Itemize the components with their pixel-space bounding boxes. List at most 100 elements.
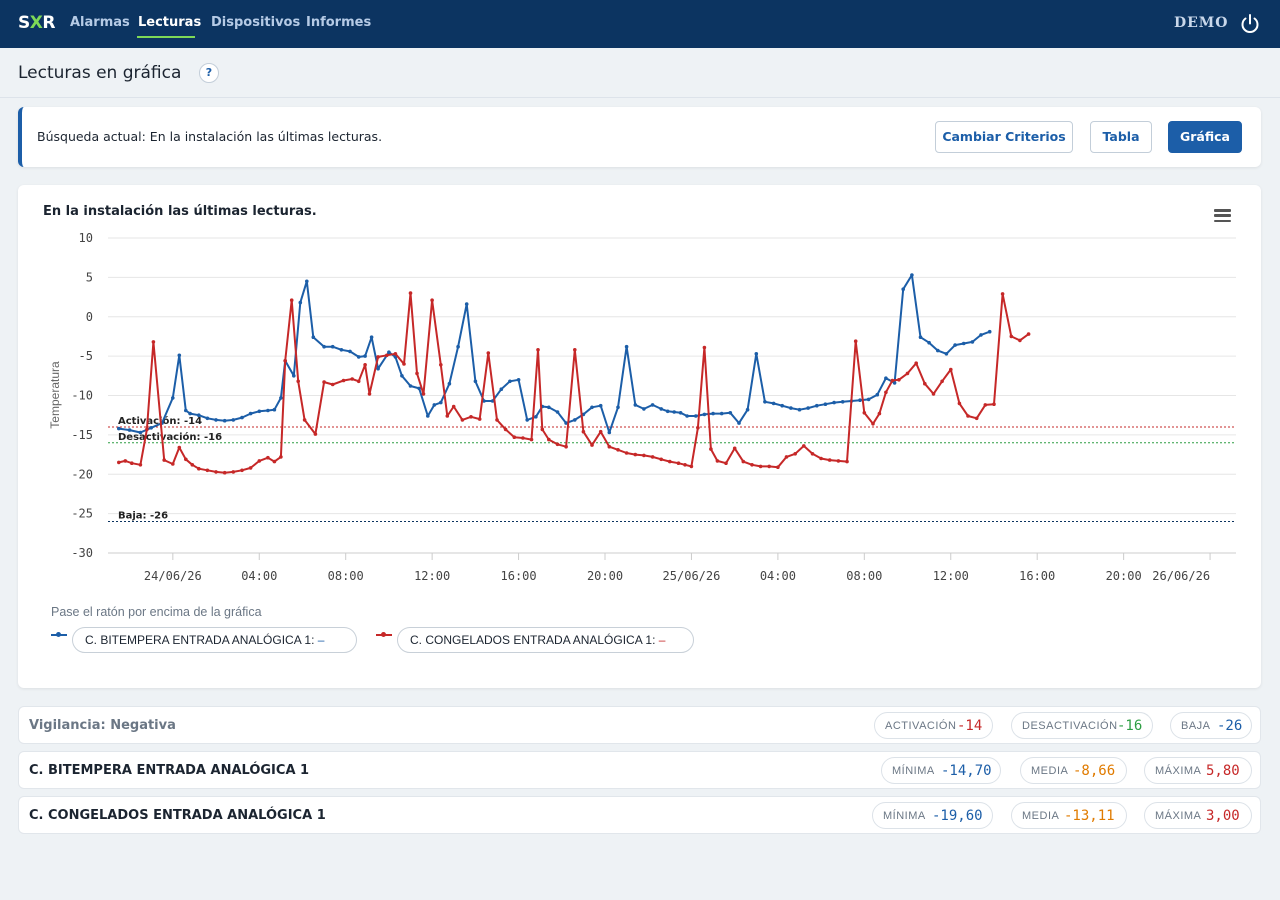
data-point <box>363 354 367 358</box>
nav-item-informes[interactable]: Informes <box>306 15 372 30</box>
help-icon[interactable]: ? <box>199 63 219 83</box>
data-point <box>197 413 201 417</box>
data-point <box>702 345 707 350</box>
data-point <box>728 411 733 415</box>
data-point <box>127 428 132 432</box>
data-point <box>525 418 529 422</box>
data-point <box>266 455 270 460</box>
data-point <box>289 298 294 302</box>
x-tick-label: 16:00 <box>501 569 537 583</box>
data-point <box>689 464 694 469</box>
legend-item-bitempera[interactable]: C. BITEMPERA ENTRADA ANALÓGICA 1: – <box>72 627 357 653</box>
data-point <box>624 451 629 455</box>
data-point <box>573 418 577 422</box>
data-point <box>789 406 793 410</box>
data-point <box>806 406 810 410</box>
activation-pill: ACTIVACIÓN -14 <box>874 712 993 739</box>
data-point <box>949 367 953 372</box>
chart-view-button[interactable]: Gráfica <box>1168 121 1242 153</box>
data-point <box>439 363 443 367</box>
account-name[interactable]: DEMO <box>1174 15 1229 31</box>
data-point <box>665 409 670 414</box>
x-tick-label: 26/06/26 <box>1152 569 1210 583</box>
stat-value: -13,11 <box>1064 808 1115 824</box>
data-point <box>149 426 153 430</box>
data-point <box>750 463 754 467</box>
stat-value: -8,66 <box>1073 763 1116 779</box>
data-point <box>305 279 309 284</box>
data-point <box>711 411 715 416</box>
data-point <box>508 379 512 384</box>
change-criteria-button[interactable]: Cambiar Criterios <box>935 121 1073 153</box>
data-point <box>369 335 374 339</box>
stat-label: MÁXIMA <box>1155 765 1202 777</box>
y-tick-label: -30 <box>71 546 93 560</box>
app-logo[interactable]: SXR <box>18 13 55 33</box>
stat-value: 3,00 <box>1206 808 1240 824</box>
data-point <box>819 456 823 461</box>
data-point <box>117 426 121 431</box>
data-point <box>296 379 301 384</box>
data-point <box>177 445 182 450</box>
data-point <box>633 403 638 407</box>
data-point <box>266 408 270 413</box>
data-point <box>432 403 437 407</box>
logo-letter-s: S <box>18 13 30 33</box>
data-point <box>858 398 862 402</box>
power-icon[interactable] <box>1240 13 1260 35</box>
data-point <box>460 418 465 422</box>
stat-value: -26 <box>1217 718 1243 734</box>
data-point <box>138 430 143 435</box>
data-point <box>190 463 195 467</box>
data-point <box>540 427 545 432</box>
y-axis-title: Temperatura <box>48 361 62 429</box>
table-view-button[interactable]: Tabla <box>1090 121 1152 153</box>
nav-item-lecturas[interactable]: Lecturas <box>138 15 202 30</box>
data-point <box>797 407 802 412</box>
threshold-label: Desactivación: -16 <box>118 431 222 443</box>
data-point <box>845 459 849 464</box>
data-point <box>598 403 603 408</box>
data-point <box>231 418 236 422</box>
data-point <box>936 348 940 353</box>
data-point <box>426 414 430 418</box>
chart-menu-icon[interactable] <box>1214 209 1231 223</box>
data-point <box>979 333 983 337</box>
data-point <box>974 416 979 421</box>
data-point <box>516 378 521 382</box>
data-point <box>832 400 836 405</box>
x-tick-label: 08:00 <box>328 569 364 583</box>
data-point <box>694 414 698 418</box>
nav-item-dispositivos[interactable]: Dispositivos <box>211 15 301 30</box>
data-point <box>719 411 724 416</box>
data-point <box>598 429 603 434</box>
data-point <box>840 400 845 404</box>
data-point <box>521 436 525 440</box>
legend-item-congelados[interactable]: C. CONGELADOS ENTRADA ANALÓGICA 1: – <box>397 627 694 653</box>
stat-label: MEDIA <box>1031 765 1069 777</box>
data-point <box>279 455 283 459</box>
data-point <box>279 396 283 400</box>
deactivation-pill: DESACTIVACIÓN -16 <box>1011 712 1153 739</box>
data-point <box>918 335 923 339</box>
nav-item-alarmas[interactable]: Alarmas <box>70 15 130 30</box>
logo-letter-r: R <box>42 13 55 33</box>
data-point <box>1000 292 1005 296</box>
stat-label: ACTIVACIÓN <box>885 720 957 732</box>
logo-letter-x: X <box>29 13 43 33</box>
data-point <box>877 411 882 416</box>
data-point <box>415 371 419 376</box>
sensor-title: C. BITEMPERA ENTRADA ANALÓGICA 1 <box>29 763 310 778</box>
temperature-chart[interactable]: 10 5 0 -5 -10 -15 -20 -25 -30 Temperatura 24/06/26… <box>18 185 1261 605</box>
data-point <box>151 340 156 344</box>
hover-hint: Pase el ratón por encima de la gráfica <box>51 605 262 619</box>
data-point <box>272 459 277 464</box>
data-point <box>650 403 655 407</box>
data-point <box>529 437 534 442</box>
data-point <box>741 459 746 464</box>
vigilance-title: Vigilancia: Negativa <box>29 718 176 733</box>
data-point <box>464 302 469 306</box>
data-point <box>240 415 244 420</box>
series-line <box>118 292 1030 474</box>
chart-title: En la instalación las últimas lecturas. <box>43 204 317 219</box>
